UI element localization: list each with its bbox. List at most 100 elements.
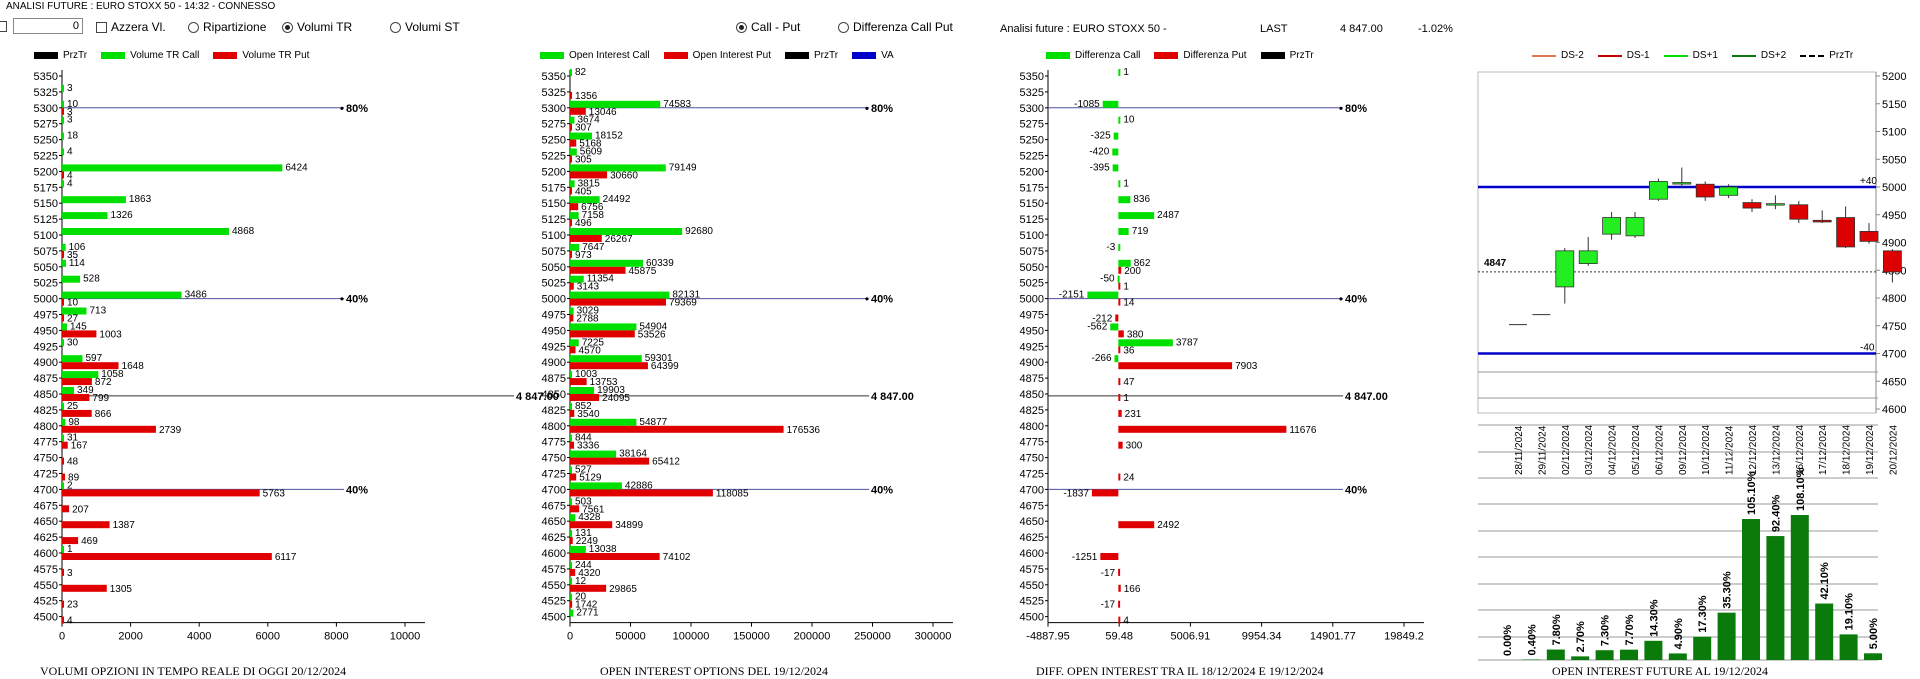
volumi-tr-radio[interactable]: Volumi TR xyxy=(282,20,352,34)
volumi-st-radio-dot[interactable] xyxy=(390,21,401,33)
y-tick-label: 4600 xyxy=(542,548,566,560)
oi-bar xyxy=(1839,634,1858,660)
value-input[interactable] xyxy=(13,18,83,34)
call-value-label: 3029 xyxy=(577,306,600,317)
put-bar xyxy=(62,362,119,370)
call-value-label: 597 xyxy=(85,353,102,364)
put-value-label: 2249 xyxy=(576,536,599,547)
azzera-checkbox-box[interactable] xyxy=(96,21,107,33)
put-bar xyxy=(62,457,64,465)
last-value: 4 847.00 xyxy=(1340,23,1383,35)
y-tick-label: 4575 xyxy=(542,564,566,576)
put-value-label: 2739 xyxy=(159,425,182,436)
oi-bar xyxy=(1790,515,1809,660)
put-bar xyxy=(62,425,156,433)
call-value-label: 852 xyxy=(575,401,592,412)
legend-label: Volume TR Put xyxy=(242,50,310,61)
call-value-label: 145 xyxy=(70,321,87,332)
put-value-label: 1305 xyxy=(110,584,133,595)
candle-body xyxy=(1649,181,1668,200)
call-bar xyxy=(1118,339,1173,347)
y-tick-label: 4675 xyxy=(542,500,566,512)
oi-value-label: 35.30% xyxy=(1722,571,1734,609)
put-value-label: 24095 xyxy=(602,393,630,404)
call-value-label: 11354 xyxy=(587,274,615,285)
ripartizione-radio-dot[interactable] xyxy=(188,21,199,33)
oi-bar xyxy=(1644,640,1663,660)
put-value-label: 5763 xyxy=(263,488,286,499)
put-bar xyxy=(62,394,90,401)
put-value-label: 5129 xyxy=(579,473,602,484)
y-tick-label: 4800 xyxy=(1020,421,1044,433)
reference-arrow: • xyxy=(340,103,344,115)
ripartizione-label: Ripartizione xyxy=(203,20,267,34)
call-value-label: 2771 xyxy=(576,608,599,619)
last-label: LAST xyxy=(1260,23,1288,35)
left-checkbox[interactable] xyxy=(0,20,7,32)
put-value-label: 4 xyxy=(67,616,73,627)
call-put-radio[interactable]: Call - Put xyxy=(736,20,800,34)
legend-va: VA xyxy=(852,50,894,61)
call-bar xyxy=(570,243,580,251)
y-tick-label: 5250 xyxy=(542,135,566,147)
legend-volume-call: Volume TR Call xyxy=(101,50,199,61)
call-put-radio-dot[interactable] xyxy=(736,21,747,33)
call-bar xyxy=(570,132,592,140)
y-tick-label: 5050 xyxy=(34,262,58,274)
put-bar xyxy=(62,298,64,306)
y-tick-label: 5200 xyxy=(1020,166,1044,178)
candle-body xyxy=(1742,202,1762,209)
call-value-label: 2 xyxy=(67,480,73,491)
volumi-tr-radio-dot[interactable] xyxy=(282,21,293,33)
legend-volume-put: Volume TR Put xyxy=(213,50,309,61)
y-tick-label: 4625 xyxy=(542,532,566,544)
put-bar xyxy=(1118,409,1122,417)
y-tick-label: 5100 xyxy=(542,230,566,242)
call-value-label: 13038 xyxy=(589,544,617,555)
put-bar xyxy=(570,362,648,370)
put-value-label: 305 xyxy=(575,155,592,166)
y-tick-label: 5250 xyxy=(1020,135,1044,147)
oi-value-label: 2.70% xyxy=(1575,621,1587,652)
put-bar xyxy=(62,314,64,322)
put-value-label: 3143 xyxy=(577,282,600,293)
ripartizione-radio[interactable]: Ripartizione xyxy=(188,20,266,34)
oi-value-label: 0.00% xyxy=(1502,625,1514,656)
put-value-label: 36 xyxy=(1123,345,1135,356)
call-bar xyxy=(570,609,574,617)
call-value-label: -266 xyxy=(1092,353,1112,364)
put-bar xyxy=(1118,266,1122,274)
x-tick-label: 8000 xyxy=(324,631,348,643)
call-value-label: 1 xyxy=(1123,67,1129,78)
call-value-label: 82131 xyxy=(672,290,700,301)
put-value-label: 872 xyxy=(95,377,112,388)
y-tick-label: 4775 xyxy=(542,437,566,449)
oi-bar xyxy=(1693,636,1712,660)
diff-call-put-radio[interactable]: Differenza Call Put xyxy=(838,20,953,34)
volumi-tr-label: Volumi TR xyxy=(297,20,353,34)
y-tick-label: 5325 xyxy=(34,87,58,99)
diff-call-put-radio-dot[interactable] xyxy=(838,21,849,33)
call-value-label: 3674 xyxy=(577,115,600,126)
x-tick-label: 10000 xyxy=(390,631,421,643)
volumi-st-radio[interactable]: Volumi ST xyxy=(390,20,460,34)
put-value-label: 469 xyxy=(81,536,98,547)
x-tick-label: 0 xyxy=(59,631,65,643)
oi-bar xyxy=(1742,519,1760,660)
y-tick-label: 4925 xyxy=(1020,341,1044,353)
call-value-label: 18152 xyxy=(595,131,623,142)
azzera-checkbox[interactable]: Azzera Vl. xyxy=(96,20,166,34)
date-label: 28/11/2024 xyxy=(1514,425,1525,475)
y-tick-label: 4825 xyxy=(34,405,58,417)
put-bar xyxy=(1118,282,1121,290)
y-tick-label: 5300 xyxy=(34,103,58,115)
reference-arrow: • xyxy=(340,294,344,306)
oi-bar xyxy=(1595,650,1614,660)
reference-label: 40% xyxy=(871,484,893,496)
last-price-label: 4 847.00 xyxy=(516,391,559,403)
call-bar xyxy=(570,196,600,204)
call-value-label: -1085 xyxy=(1074,99,1100,110)
y-tick-label: 4850 xyxy=(542,389,566,401)
put-bar xyxy=(62,521,110,529)
